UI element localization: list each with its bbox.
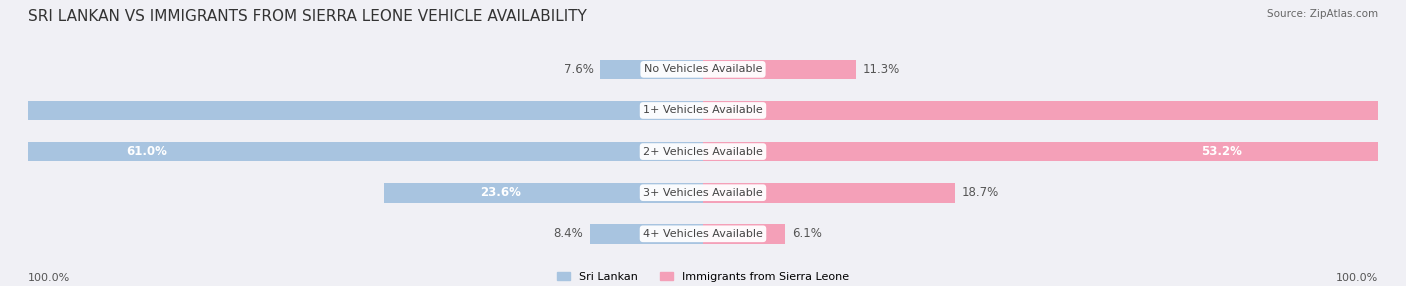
Bar <box>703 101 1406 120</box>
Text: 8.4%: 8.4% <box>553 227 583 240</box>
Text: 3+ Vehicles Available: 3+ Vehicles Available <box>643 188 763 198</box>
Bar <box>703 224 786 244</box>
Bar <box>384 183 703 202</box>
Text: 23.6%: 23.6% <box>479 186 520 199</box>
Bar <box>589 224 703 244</box>
Text: 53.2%: 53.2% <box>1201 145 1241 158</box>
Bar <box>703 59 855 79</box>
Bar <box>703 183 956 202</box>
Text: SRI LANKAN VS IMMIGRANTS FROM SIERRA LEONE VEHICLE AVAILABILITY: SRI LANKAN VS IMMIGRANTS FROM SIERRA LEO… <box>28 9 586 23</box>
Text: 2+ Vehicles Available: 2+ Vehicles Available <box>643 147 763 156</box>
Text: 6.1%: 6.1% <box>792 227 823 240</box>
Bar <box>0 142 703 161</box>
Text: 100.0%: 100.0% <box>28 273 70 283</box>
Legend: Sri Lankan, Immigrants from Sierra Leone: Sri Lankan, Immigrants from Sierra Leone <box>553 267 853 286</box>
Text: Source: ZipAtlas.com: Source: ZipAtlas.com <box>1267 9 1378 19</box>
Bar <box>0 101 703 120</box>
Text: No Vehicles Available: No Vehicles Available <box>644 64 762 74</box>
Text: 100.0%: 100.0% <box>1336 273 1378 283</box>
Bar <box>600 59 703 79</box>
Text: 11.3%: 11.3% <box>862 63 900 76</box>
Text: 7.6%: 7.6% <box>564 63 593 76</box>
Text: 18.7%: 18.7% <box>962 186 1000 199</box>
Text: 1+ Vehicles Available: 1+ Vehicles Available <box>643 106 763 116</box>
Text: 4+ Vehicles Available: 4+ Vehicles Available <box>643 229 763 239</box>
Bar <box>703 142 1406 161</box>
Text: 61.0%: 61.0% <box>127 145 167 158</box>
